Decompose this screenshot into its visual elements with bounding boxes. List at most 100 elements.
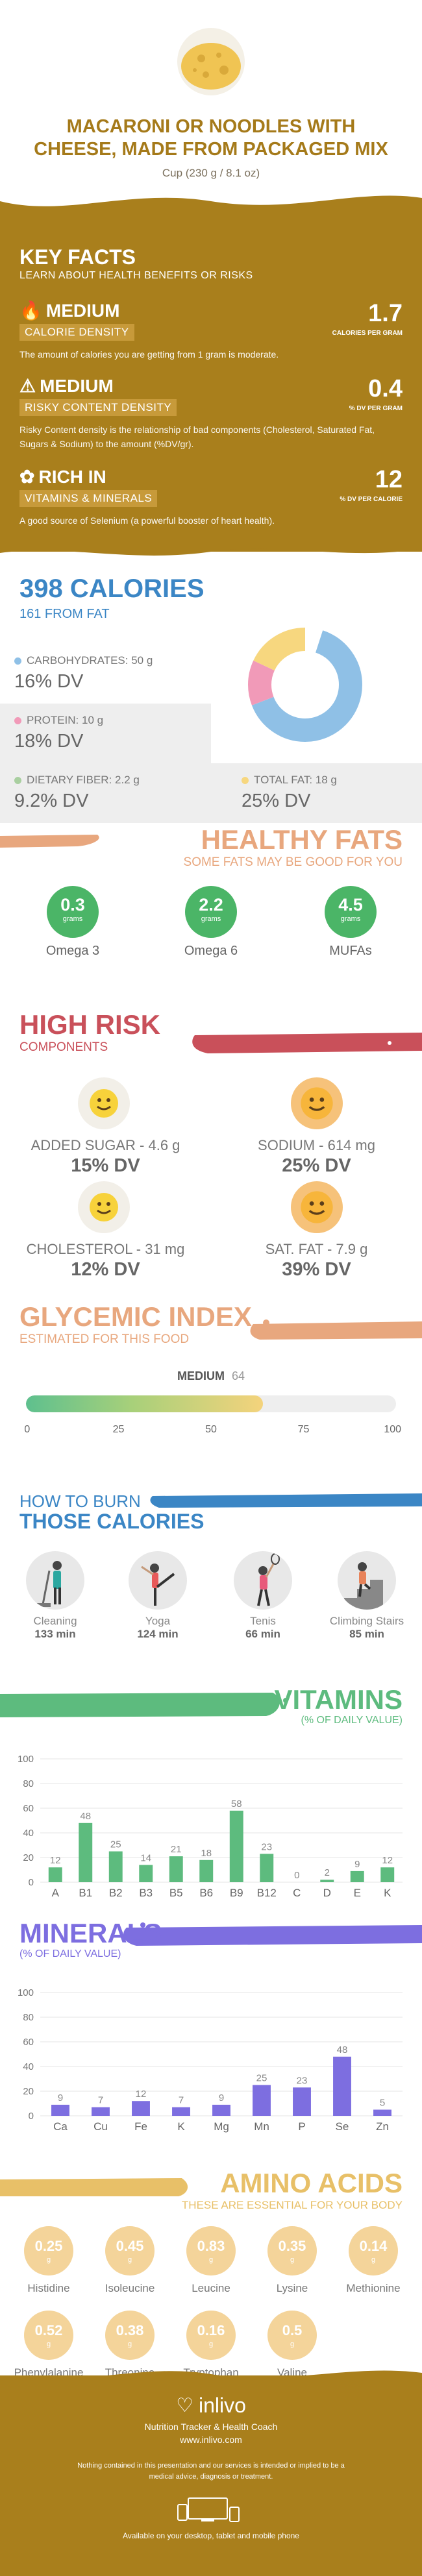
glycemic-bar-fill	[26, 1395, 263, 1412]
vitamins-title: VITAMINS	[274, 1684, 403, 1715]
bar-a	[48, 1867, 62, 1882]
activity-name: Climbing Stairs	[329, 1615, 404, 1627]
activity-cleaning: Cleaning 133 min	[13, 1551, 97, 1641]
bar-value-label: 48	[80, 1811, 91, 1822]
glycemic-level: MEDIUM	[177, 1369, 225, 1382]
nutrient-carbs: CARBOHYDRATES: 50 g 16% DV	[0, 644, 208, 704]
x-tick-label: Mg	[214, 2120, 229, 2133]
brand-name: inlivo	[198, 2394, 246, 2417]
glycemic-tick: 100	[384, 1424, 402, 1435]
bar-value-label: 58	[231, 1798, 242, 1809]
activity-name: Tenis	[250, 1615, 276, 1627]
y-tick-label: 0	[29, 1877, 34, 1888]
bar-value-label: 14	[140, 1852, 151, 1863]
x-tick-label: B1	[79, 1887, 92, 1899]
fat-value: 4.5	[338, 895, 363, 914]
risk-label: CHOLESTEROL - 31 mg	[26, 1241, 185, 1257]
amino-valine: 0.5 g Valine	[256, 2311, 328, 2379]
bar-d	[320, 1880, 334, 1882]
key-facts-subtitle: LEARN ABOUT HEALTH BENEFITS OR RISKS	[19, 270, 253, 281]
bar-mn	[253, 2085, 271, 2116]
fat-value: 2.2	[199, 895, 223, 914]
glycemic-readout: MEDIUM 64	[0, 1369, 422, 1383]
glycemic-tick: 75	[297, 1424, 310, 1435]
key-fact-description: A good source of Selenium (a powerful bo…	[19, 515, 275, 526]
carbs-dot	[14, 657, 21, 665]
amino-circle: 0.83 g	[186, 2226, 236, 2275]
page-title: MACARONI OR NOODLES WITH CHEESE, MADE FR…	[34, 116, 388, 160]
amino-isoleucine: 0.45 g Isoleucine	[94, 2226, 166, 2295]
y-tick-label: 0	[29, 2111, 34, 2122]
minerals-title: MINERALS	[19, 1918, 162, 1948]
vitamins-brush	[0, 1693, 288, 1717]
bar-cu	[92, 2107, 110, 2116]
bar-b9	[229, 1810, 243, 1882]
key-fact-value: 0.4	[368, 375, 403, 402]
activity-tennis: Tenis 66 min	[221, 1551, 305, 1641]
amino-unit: g	[290, 2340, 295, 2348]
amino-histidine: 0.25 g Histidine	[13, 2226, 84, 2295]
key-fact-label: RISKY CONTENT DENSITY	[19, 399, 177, 416]
amino-value: 0.14	[359, 2238, 388, 2254]
y-tick-label: 40	[23, 2061, 34, 2072]
bar-value-label: 2	[325, 1867, 330, 1878]
activity-stairs: Climbing Stairs 85 min	[318, 1551, 416, 1641]
glycemic-tick: 50	[205, 1424, 217, 1435]
bar-value-label: 12	[50, 1855, 61, 1866]
activity-name: Yoga	[145, 1615, 171, 1627]
donut-slice-protein	[248, 628, 362, 742]
amino-phenylalanine: 0.52 g Phenylalanine	[13, 2311, 84, 2379]
flame-icon: 🔥	[19, 301, 42, 321]
key-fact-unit: CALORIES PER GRAM	[332, 330, 403, 337]
minerals-bar-chart: 0 20 40 60 80 100 9 Ca 7 Cu 12 Fe 7 K 9 Mg 25 Mn 23 P 48 Se 5 Z…	[18, 1987, 403, 2133]
amino-unit: g	[46, 2256, 51, 2264]
bar-value-label: 7	[179, 2095, 184, 2106]
amino-circle: 0.45 g	[105, 2226, 155, 2275]
activity-minutes: 66 min	[245, 1628, 280, 1640]
key-fact-label: VITAMINS & MINERALS	[19, 490, 158, 507]
nutrient-dv: 25% DV	[242, 791, 311, 811]
risk-dv: 12% DV	[71, 1259, 140, 1280]
heart-icon: ♡	[176, 2395, 193, 2416]
key-fact-value: 1.7	[368, 300, 403, 327]
cholesterol-smiley-icon	[78, 1181, 130, 1233]
donut-slice-carbohydrates	[248, 628, 362, 742]
bar-value-label: 0	[294, 1870, 299, 1881]
nutrient-protein: PROTEIN: 10 g 18% DV	[0, 704, 211, 763]
activity-yoga: Yoga 124 min	[116, 1551, 200, 1641]
bar-b3	[139, 1865, 153, 1882]
amino-unit: g	[290, 2256, 295, 2264]
amino-name: Lysine	[276, 2282, 308, 2294]
amino-value: 0.83	[197, 2238, 225, 2254]
devices-icon	[177, 2497, 240, 2522]
amino-unit: g	[127, 2256, 132, 2264]
footer-url[interactable]: www.inlivo.com	[180, 2435, 242, 2445]
amino-circle: 0.16 g	[186, 2311, 236, 2360]
key-fact-level: MEDIUM	[40, 375, 114, 396]
bar-value-label: 12	[382, 1855, 393, 1866]
glycemic-subtitle: ESTIMATED FOR THIS FOOD	[19, 1332, 190, 1346]
macros-donut-chart	[248, 628, 362, 742]
amino-unit: g	[46, 2340, 51, 2348]
y-tick-label: 80	[23, 1778, 34, 1789]
minerals-brush	[123, 1922, 422, 1946]
y-tick-label: 80	[23, 2012, 34, 2023]
fat-name: Omega 3	[45, 944, 100, 958]
bar-b5	[169, 1856, 183, 1882]
risk-dv: 39% DV	[282, 1259, 351, 1280]
donut-slice-total-fat	[248, 628, 362, 742]
x-tick-label: B3	[139, 1887, 153, 1899]
bar-zn	[373, 2109, 391, 2116]
bar-value-label: 21	[171, 1844, 182, 1855]
amino-lysine: 0.35 g Lysine	[256, 2226, 328, 2295]
risk-label: SAT. FAT - 7.9 g	[265, 1241, 368, 1257]
bar-e	[350, 1871, 364, 1882]
footer-brand[interactable]: ♡ inlivo	[0, 2394, 422, 2418]
sodium-smiley-icon	[291, 1077, 343, 1129]
activity-minutes: 133 min	[34, 1628, 76, 1640]
leaf-icon: ✿	[19, 467, 35, 487]
nutrient-fat: TOTAL FAT: 18 g 25% DV	[227, 763, 422, 823]
amino-unit: g	[208, 2340, 214, 2348]
burn-title-line1: HOW TO BURN	[19, 1491, 141, 1511]
key-fact-level: RICH IN	[38, 466, 106, 487]
